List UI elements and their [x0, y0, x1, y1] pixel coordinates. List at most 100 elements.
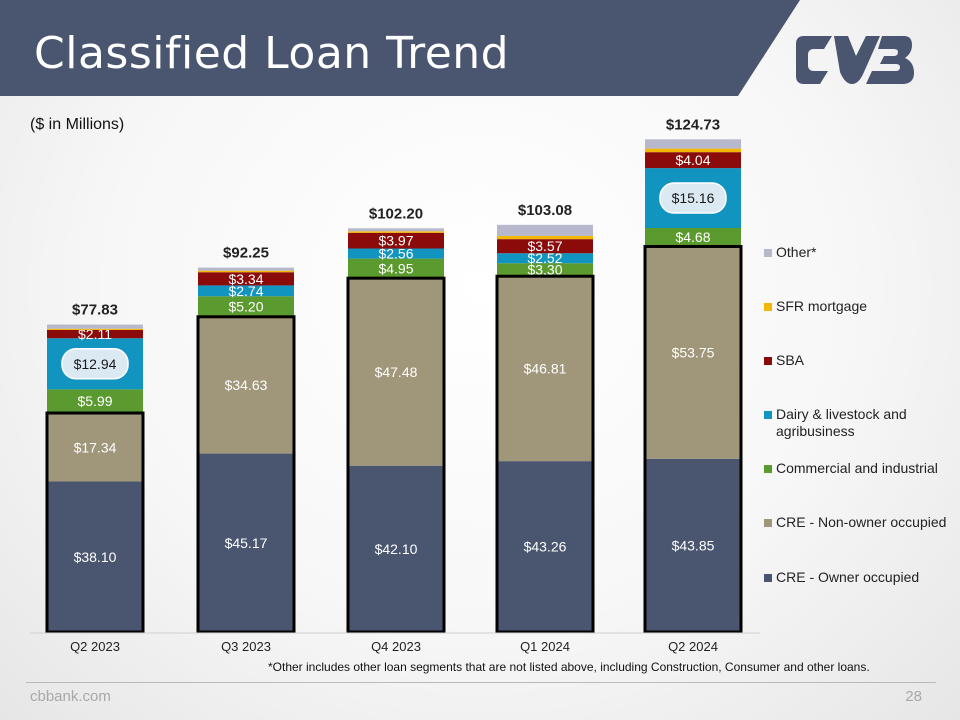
- bar-segment-cre-non-owner-occupied: [47, 413, 143, 482]
- legend-item-commercial-and-industrial: Commercial and industrial: [764, 460, 954, 477]
- legend-swatch: [764, 357, 772, 365]
- data-label: $17.34: [74, 439, 117, 455]
- bar-segment-other: [497, 224, 593, 236]
- bar-segment-sfr-mortgage: [645, 148, 741, 153]
- bar-segment-cre-owner-occupied: [198, 453, 294, 632]
- bar-total-label: $124.73: [666, 116, 720, 133]
- data-label: $3.97: [378, 233, 413, 249]
- data-label: $4.04: [675, 152, 710, 168]
- data-label-pill: [61, 348, 129, 380]
- data-label: $43.26: [524, 539, 567, 555]
- bar-segment-commercial-and-industrial: [645, 227, 741, 247]
- data-label: $53.75: [672, 345, 715, 361]
- bar-segment-cre-owner-occupied: [47, 481, 143, 632]
- data-label: $2.56: [378, 246, 413, 262]
- data-label: $34.63: [225, 377, 268, 393]
- bar-segment-sba: [198, 272, 294, 286]
- bar-segment-other: [348, 228, 444, 232]
- data-label: $4.95: [378, 260, 413, 276]
- data-label: $43.85: [672, 537, 715, 553]
- bar-segment-cre-non-owner-occupied: [348, 278, 444, 466]
- legend-item-cre-owner-occupied: CRE - Owner occupied: [764, 569, 954, 586]
- data-label: $2.11: [78, 326, 112, 342]
- bar-segment-cre-non-owner-occupied: [198, 316, 294, 454]
- footer-website: cbbank.com: [30, 688, 111, 705]
- legend-swatch: [764, 303, 772, 311]
- legend-item-dairy-livestock-and-agribusiness: Dairy & livestock and agribusiness: [764, 406, 954, 440]
- cre-highlight-outline: [643, 244, 743, 634]
- data-label: $3.30: [527, 262, 562, 278]
- bar-total-label: $102.20: [369, 205, 423, 222]
- bar-segment-other: [198, 267, 294, 271]
- data-label: $5.99: [77, 393, 112, 409]
- bar-total-label: $92.25: [223, 245, 269, 262]
- legend-label: SFR mortgage: [776, 298, 868, 314]
- legend-swatch: [764, 411, 772, 419]
- cre-highlight-outline: [346, 276, 446, 634]
- legend-label: SBA: [776, 352, 805, 368]
- data-label: $46.81: [524, 361, 567, 377]
- footer-divider: [26, 682, 936, 683]
- bar-segment-cre-owner-occupied: [348, 465, 444, 632]
- bar-total-label: $77.83: [72, 302, 118, 319]
- legend-swatch: [764, 249, 772, 257]
- data-label: $5.20: [228, 299, 263, 315]
- bar-segment-commercial-and-industrial: [497, 263, 593, 277]
- data-label: $15.16: [672, 190, 715, 206]
- data-label: $2.74: [228, 283, 263, 299]
- cre-highlight-outline: [495, 274, 595, 634]
- x-axis-tick-label: Q2 2024: [668, 639, 718, 654]
- bar-segment-other: [47, 324, 143, 329]
- cre-highlight-outline: [45, 411, 145, 634]
- legend-label: CRE - Owner occupied: [776, 569, 920, 585]
- bar-segment-commercial-and-industrial: [47, 389, 143, 414]
- bar-segment-sba: [645, 152, 741, 169]
- bar-segment-cre-non-owner-occupied: [497, 276, 593, 462]
- data-label: $42.10: [375, 541, 418, 557]
- data-label: $3.34: [228, 271, 263, 287]
- bar-segment-sfr-mortgage: [497, 235, 593, 240]
- data-label: $47.48: [375, 364, 418, 380]
- legend-label: Dairy & livestock and agribusiness: [776, 406, 907, 439]
- page-number: 28: [905, 688, 922, 705]
- bar-segment-dairy-livestock-and-agribusiness: [198, 285, 294, 297]
- bar-segment-sba: [47, 329, 143, 339]
- title-banner: [0, 0, 800, 96]
- bar-segment-sfr-mortgage: [348, 231, 444, 233]
- bar-segment-sba: [497, 239, 593, 254]
- legend-item-sfr-mortgage: SFR mortgage: [764, 298, 954, 315]
- legend-swatch: [764, 465, 772, 473]
- bar-segment-commercial-and-industrial: [198, 296, 294, 317]
- bar-segment-cre-owner-occupied: [497, 461, 593, 632]
- bar-segment-commercial-and-industrial: [348, 258, 444, 279]
- footnote: *Other includes other loan segments that…: [268, 660, 870, 674]
- bar-segment-other: [645, 139, 741, 149]
- legend-swatch: [764, 519, 772, 527]
- data-label: $12.94: [74, 356, 117, 372]
- bar-segment-dairy-livestock-and-agribusiness: [497, 253, 593, 264]
- bar-segment-cre-owner-occupied: [645, 458, 741, 632]
- legend-label: CRE - Non-owner occupied: [776, 514, 947, 530]
- bar-segment-dairy-livestock-and-agribusiness: [348, 248, 444, 259]
- bar-total-label: $103.08: [518, 202, 572, 219]
- data-label: $4.68: [675, 229, 710, 245]
- data-label: $3.57: [527, 238, 562, 254]
- legend-label: Commercial and industrial: [776, 460, 938, 476]
- x-axis-tick-label: Q4 2023: [371, 639, 421, 654]
- x-axis-tick-label: Q3 2023: [221, 639, 271, 654]
- data-label: $2.52: [527, 250, 562, 266]
- legend-item-other: Other*: [764, 244, 954, 261]
- x-axis-tick-label: Q2 2023: [70, 639, 120, 654]
- legend-swatch: [764, 574, 772, 582]
- legend-item-cre-non-owner-occupied: CRE - Non-owner occupied: [764, 514, 954, 531]
- cvb-logo-icon: [796, 36, 914, 84]
- bar-segment-sfr-mortgage: [47, 328, 143, 330]
- bar-segment-sba: [348, 232, 444, 249]
- cre-highlight-outline: [196, 315, 296, 634]
- units-note: ($ in Millions): [30, 116, 125, 133]
- legend-item-sba: SBA: [764, 352, 954, 369]
- bar-segment-sfr-mortgage: [198, 270, 294, 273]
- data-label: $45.17: [225, 535, 268, 551]
- data-label: $38.10: [74, 549, 117, 565]
